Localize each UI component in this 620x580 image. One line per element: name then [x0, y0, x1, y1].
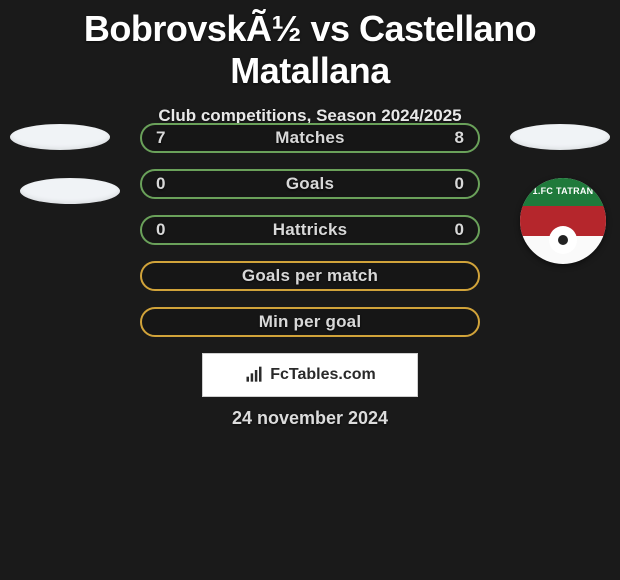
stat-label: Min per goal: [259, 312, 362, 332]
club-badge: 1.FC TATRAN: [520, 178, 606, 264]
source-site-box[interactable]: FcTables.com: [202, 353, 418, 397]
page-title: BobrovskÃ½ vs Castellano Matallana: [0, 0, 620, 92]
stat-label: Goals: [286, 174, 334, 194]
stat-left-value: 0: [156, 174, 165, 194]
stat-row-goals-per-match: Goals per match: [140, 261, 480, 291]
chart-icon: [244, 365, 264, 385]
player-left-avatar-1: [10, 124, 110, 150]
stat-row-hattricks: 0 Hattricks 0: [140, 215, 480, 245]
club-badge-name: 1.FC TATRAN: [520, 186, 606, 196]
stat-right-value: 8: [455, 128, 464, 148]
stat-row-min-per-goal: Min per goal: [140, 307, 480, 337]
player-right-avatar: [510, 124, 610, 150]
stat-row-matches: 7 Matches 8: [140, 123, 480, 153]
stat-label: Hattricks: [273, 220, 348, 240]
source-site-label: FcTables.com: [270, 366, 376, 384]
stat-label: Goals per match: [242, 266, 378, 286]
stats-container: 7 Matches 8 0 Goals 0 0 Hattricks 0 Goal…: [140, 123, 480, 353]
stat-right-value: 0: [455, 174, 464, 194]
stat-left-value: 0: [156, 220, 165, 240]
player-left-avatar-2: [20, 178, 120, 204]
stat-right-value: 0: [455, 220, 464, 240]
stat-row-goals: 0 Goals 0: [140, 169, 480, 199]
club-badge-ball-icon: [549, 226, 577, 254]
date-label: 24 november 2024: [0, 408, 620, 429]
stat-left-value: 7: [156, 128, 165, 148]
stat-label: Matches: [275, 128, 344, 148]
